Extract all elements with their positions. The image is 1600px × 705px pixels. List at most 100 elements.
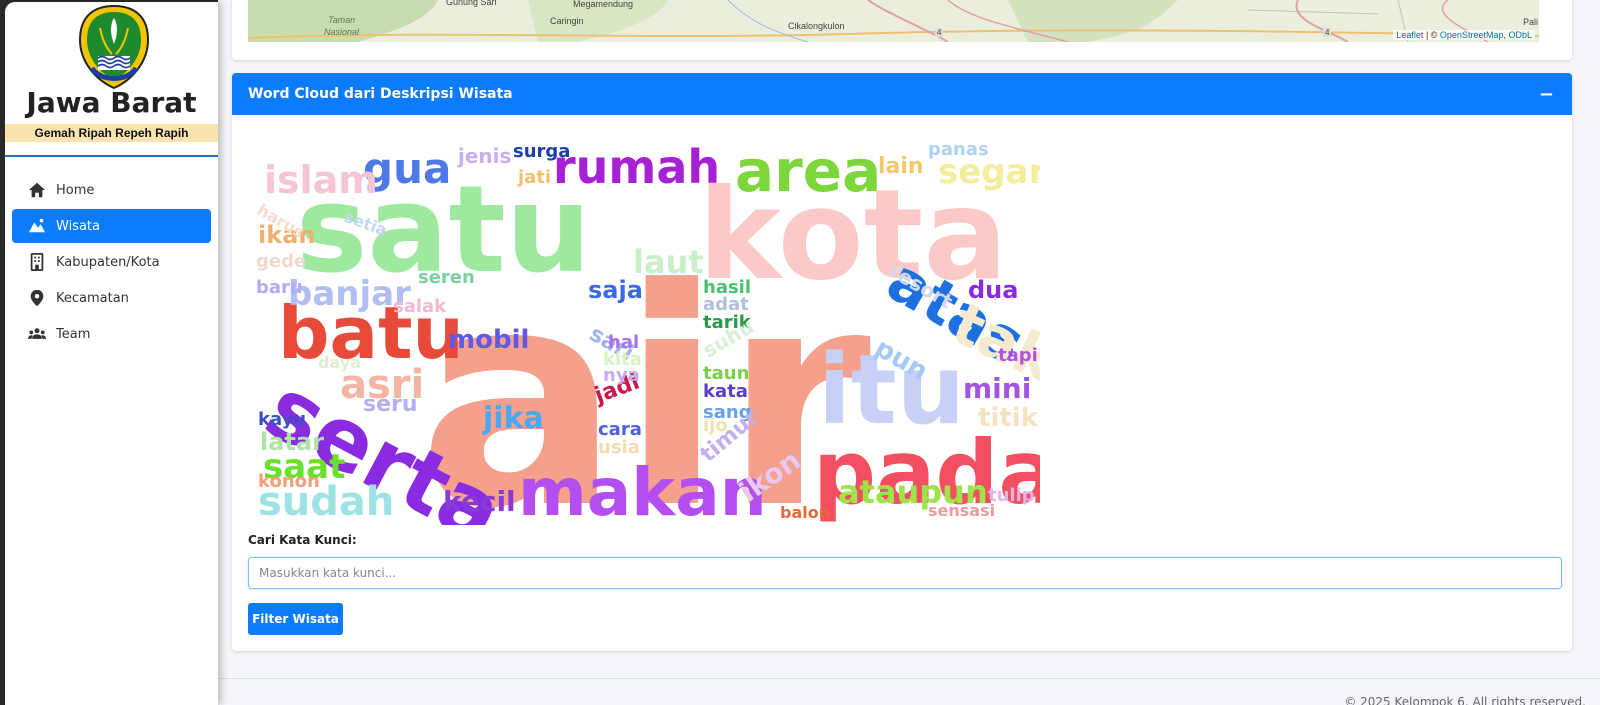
wordcloud-word: kota <box>698 163 1008 308</box>
users-icon <box>28 328 46 339</box>
wordcloud-word: islam <box>264 158 378 202</box>
wordcloud-word: satu <box>296 161 591 300</box>
footer-copyright: © 2025 Kelompok 6. All rights reserved. <box>1344 695 1586 705</box>
leaflet-link[interactable]: Leaflet <box>1396 30 1424 40</box>
wordcloud-word: ijo <box>703 415 728 436</box>
brand-motto: Gemah Ripah Repeh Rapih <box>5 124 218 142</box>
wordcloud-word: asri <box>340 362 424 408</box>
wordcloud-word: tapi <box>998 345 1038 366</box>
map-place-label: Caringin <box>550 16 584 26</box>
wordcloud-word: saja <box>588 276 643 304</box>
brand-title: Jawa Barat <box>26 86 197 119</box>
sidebar-item-label: Kabupaten/Kota <box>56 254 160 270</box>
wordcloud-word: usia <box>598 437 640 458</box>
keyword-search-label: Cari Kata Kunci: <box>248 533 357 547</box>
wordcloud-word: seren <box>418 267 475 288</box>
wordcloud-word: batu <box>278 291 464 375</box>
wordcloud-word: hal <box>608 332 639 353</box>
wordcloud-word: ataupun <box>838 473 988 511</box>
wordcloud-word: gua <box>363 144 451 193</box>
map-road-shield: 4 <box>935 28 944 37</box>
wordcloud-word: kayu <box>258 409 306 430</box>
wordcloud-word: saat <box>263 447 345 487</box>
wordcloud-word: dua <box>968 276 1018 304</box>
sidebar-item-wisata[interactable]: Wisata <box>12 209 211 243</box>
sidebar-item-home[interactable]: Home <box>12 173 211 207</box>
osm-link[interactable]: OpenStreetMap <box>1439 30 1504 40</box>
wordcloud-card: Word Cloud dari Deskripsi Wisata − air sa… <box>232 73 1572 651</box>
wordcloud-word: mini <box>963 372 1031 405</box>
wordcloud-word: segar <box>938 152 1040 192</box>
footer: © 2025 Kelompok 6. All rights reserved. <box>218 678 1600 705</box>
map-card: Gunung Sari Megamendung Taman Nasional C… <box>232 0 1572 60</box>
wordcloud-word: kecil <box>443 485 516 518</box>
map-pin-icon <box>30 289 44 307</box>
attribution-separator: | © <box>1423 30 1440 40</box>
wordcloud-word: adat <box>703 294 749 315</box>
map-place-label: Taman <box>328 15 356 25</box>
wordcloud-word: surga <box>513 143 570 162</box>
map-place-label: Megamendung <box>573 0 634 9</box>
wordcloud-word: titik <box>978 403 1039 433</box>
wordcloud-word: daya <box>318 353 361 372</box>
wordcloud-word: itu <box>818 334 965 446</box>
wordcloud-word: kita <box>603 349 642 370</box>
sidebar-item-kabupaten-kota[interactable]: Kabupaten/Kota <box>12 245 211 279</box>
map-place-label: Cikalongkulon <box>788 21 845 31</box>
wordcloud-word: sudah <box>258 479 394 525</box>
jawa-barat-emblem-logo <box>78 4 150 90</box>
wordcloud-word: tulip <box>988 485 1035 506</box>
collapse-button[interactable]: − <box>1538 83 1554 105</box>
sidebar-item-kecamatan[interactable]: Kecamatan <box>12 281 211 315</box>
mountain-icon <box>28 218 46 233</box>
wordcloud-word: konon <box>258 471 320 492</box>
map-road-shield: 4 <box>1323 28 1332 37</box>
wordcloud-word: sang <box>703 402 752 423</box>
wordcloud-word: air <box>418 225 873 525</box>
wordcloud-word: nya <box>603 365 640 386</box>
wordcloud-word: taun <box>703 363 749 384</box>
odbl-link[interactable]: ODbL <box>1508 30 1532 40</box>
keyword-search-input[interactable] <box>248 557 1562 589</box>
wordcloud-word: mobil <box>448 325 529 355</box>
wordcloud-word: area <box>735 143 881 205</box>
sidebar-item-label: Home <box>56 182 95 198</box>
wordcloud-word: jati <box>517 167 551 188</box>
leaflet-map[interactable]: Gunung Sari Megamendung Taman Nasional C… <box>248 0 1539 42</box>
wordcloud-word: cara <box>598 419 642 440</box>
wordcloud-word: gede <box>256 251 306 272</box>
filter-wisata-button[interactable]: Filter Wisata <box>248 603 343 635</box>
wordcloud-word: jenis <box>457 144 511 168</box>
wordcloud-word: makan <box>518 454 767 525</box>
sidebar-item-label: Kecamatan <box>56 290 129 306</box>
map-tiles <box>248 0 1539 42</box>
wordcloud-word: ikan <box>258 221 315 249</box>
building-icon <box>30 253 44 271</box>
wordcloud-word: baru <box>256 277 303 298</box>
wordcloud-word: tarik <box>703 312 752 333</box>
wordcloud-word: hasil <box>703 277 751 298</box>
wordcloud-word: salak <box>393 296 447 317</box>
sidebar-item-label: Wisata <box>56 218 100 234</box>
sidebar-nav: Home Wisata Kabupaten/Kota Kecamatan Tea… <box>12 173 211 353</box>
wordcloud-card-header: Word Cloud dari Deskripsi Wisata − <box>232 73 1572 115</box>
wordcloud-word: jika <box>482 401 544 436</box>
wordcloud-word: pada <box>813 421 1040 524</box>
sidebar-item-label: Team <box>56 326 91 342</box>
wordcloud-word: laut <box>633 243 704 281</box>
home-icon <box>28 182 46 198</box>
wordcloud-card-title: Word Cloud dari Deskripsi Wisata <box>248 86 513 102</box>
sidebar-divider <box>5 155 218 157</box>
wordcloud-word: banjar <box>288 274 411 314</box>
wordcloud-word: rumah <box>553 143 720 194</box>
wordcloud-word: panas <box>928 143 989 160</box>
sidebar: Jawa Barat Gemah Ripah Repeh Rapih Home … <box>5 2 218 705</box>
sidebar-item-team[interactable]: Team <box>12 317 211 351</box>
map-place-label: Gunung Sari <box>446 0 497 7</box>
wordcloud-word: sensasi <box>928 501 995 520</box>
map-place-label: Nasional <box>324 27 360 37</box>
wordcloud-word: seru <box>363 392 418 417</box>
wordcloud-word: kata <box>703 381 748 402</box>
main-content: Gunung Sari Megamendung Taman Nasional C… <box>218 0 1600 705</box>
